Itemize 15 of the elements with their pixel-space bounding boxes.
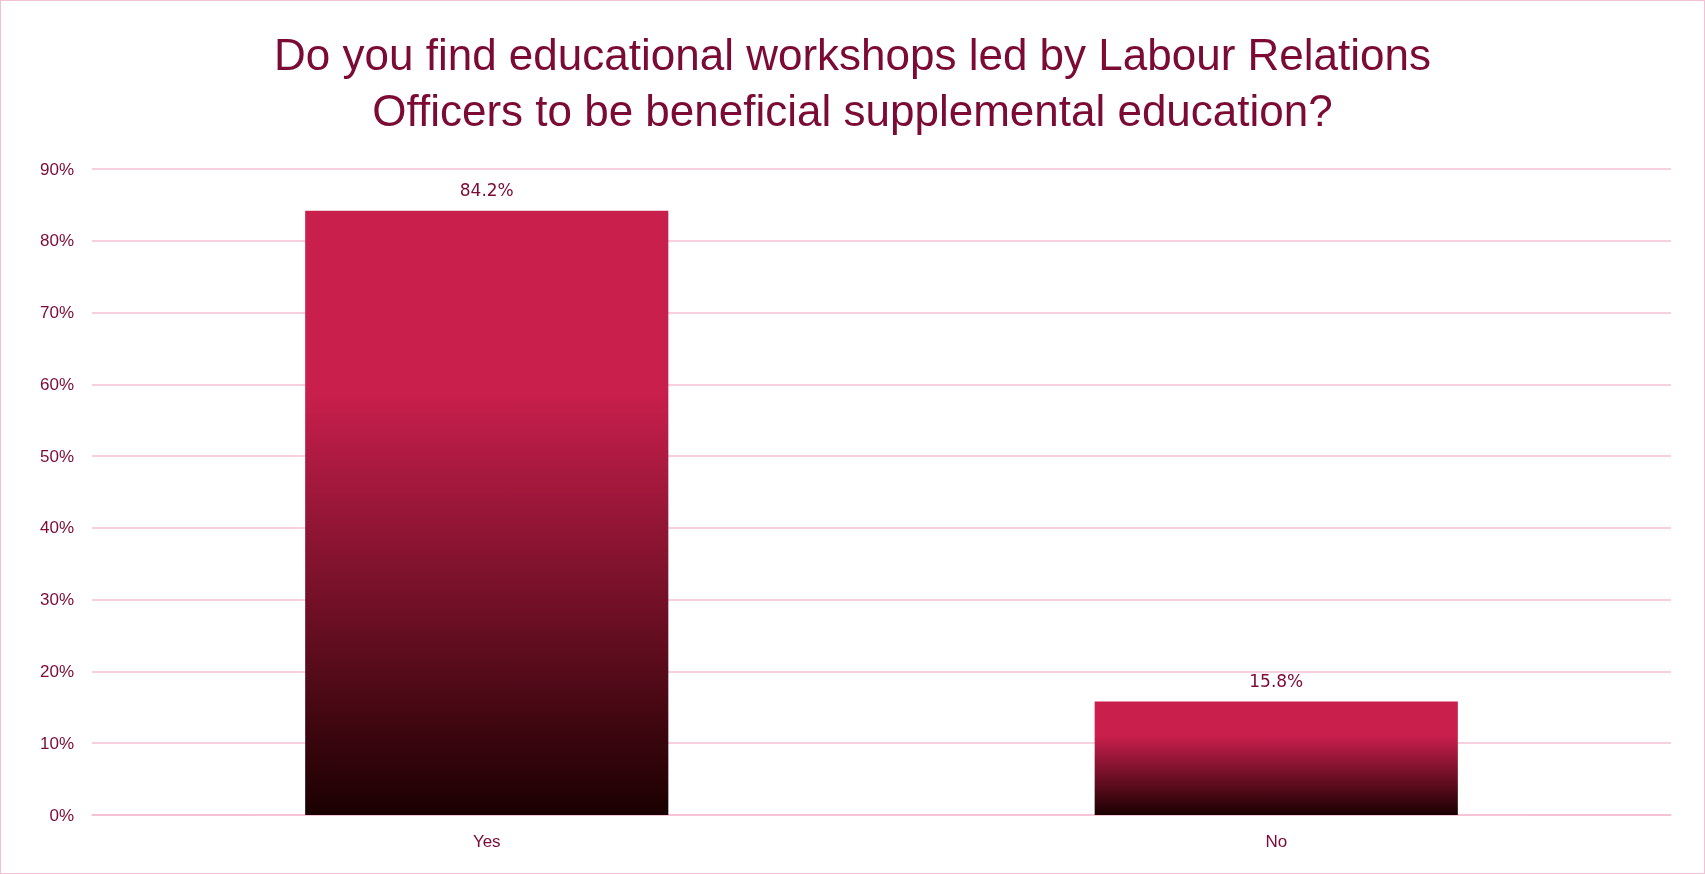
x-tick-label: Yes <box>472 832 501 851</box>
y-tick-label: 30% <box>39 590 74 610</box>
data-label: 15.8% <box>1249 671 1304 692</box>
y-tick-label: 70% <box>39 303 74 323</box>
chart-title: Do you find educational workshops led by Labour Relations Officers to be beneficial supplemental education? <box>274 29 1431 135</box>
y-tick-label: 50% <box>39 446 74 466</box>
y-tick-label: 20% <box>39 661 74 681</box>
x-tick-label: No <box>1265 832 1288 851</box>
y-tick-label: 90% <box>39 159 74 179</box>
y-tick-label: 60% <box>39 374 74 394</box>
y-tick-label: 40% <box>39 518 74 538</box>
y-tick-label: 0% <box>49 805 74 825</box>
y-tick-label: 80% <box>39 231 74 251</box>
y-tick-label: 10% <box>39 733 74 753</box>
data-label: 84.2% <box>459 180 514 201</box>
